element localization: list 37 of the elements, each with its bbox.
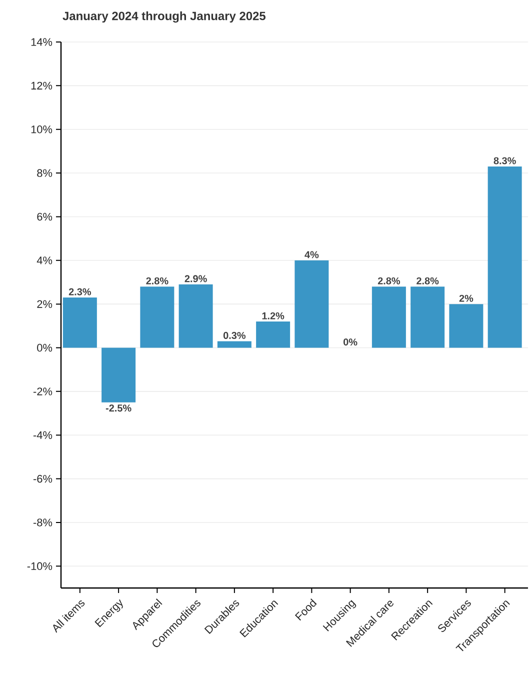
y-tick-label: 0% [37, 344, 52, 352]
y-tick-label: -8% [34, 518, 52, 526]
chart-title: January 2024 through January 2025 [62, 11, 266, 23]
y-tick-label: 8% [37, 169, 52, 177]
data-label: 2.3% [69, 288, 92, 296]
data-label: 1.2% [262, 312, 284, 320]
data-label: 0% [344, 338, 358, 346]
data-label: 2.8% [146, 277, 168, 284]
data-label: 2.8% [416, 277, 439, 284]
y-tick-label: -6% [34, 474, 52, 483]
data-label: 8.3% [494, 157, 516, 164]
data-label: -2.5% [106, 404, 132, 412]
y-tick-label: 14% [32, 38, 52, 46]
y-tick-label: 2% [37, 300, 52, 308]
bar [488, 166, 522, 348]
y-tick-label: -2% [34, 388, 52, 396]
bar [102, 348, 136, 402]
bar [410, 286, 445, 348]
y-tick-label: -4% [34, 431, 52, 439]
bar [294, 260, 329, 348]
bar [63, 298, 98, 348]
data-label: 0.3% [224, 332, 246, 339]
data-label: 2.9% [185, 275, 208, 282]
bar [449, 304, 484, 348]
y-tick-label: 6% [37, 212, 52, 221]
data-label: 4% [304, 251, 319, 258]
bar [179, 284, 214, 348]
bar [218, 341, 252, 348]
data-label: 2.8% [378, 277, 400, 284]
bar [372, 286, 406, 348]
y-tick-label: 4% [37, 256, 52, 264]
y-tick-label: 10% [32, 125, 52, 134]
y-tick-label: 12% [32, 82, 52, 90]
data-label: 2% [460, 294, 474, 302]
y-tick-label: -10% [28, 562, 52, 570]
bar [256, 322, 290, 348]
bar [140, 286, 174, 348]
